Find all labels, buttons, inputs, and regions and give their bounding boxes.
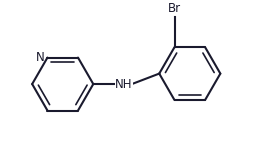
- Text: Br: Br: [168, 2, 181, 15]
- Text: N: N: [36, 51, 44, 64]
- Text: NH: NH: [115, 78, 133, 91]
